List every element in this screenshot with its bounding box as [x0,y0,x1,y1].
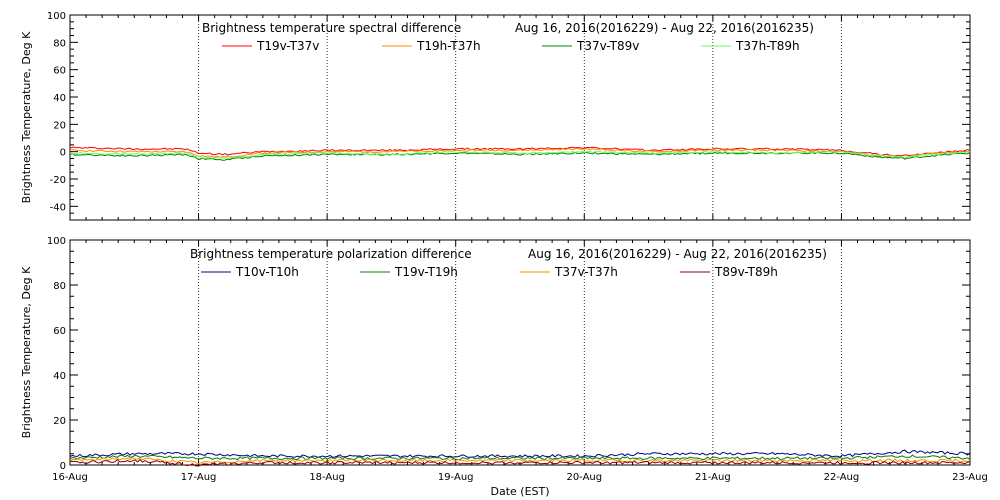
series-line [69,151,971,161]
y-tick-label: 40 [53,371,66,382]
x-tick-label: 20-Aug [566,472,602,483]
series-line [69,150,971,159]
x-tick-label: 17-Aug [181,472,217,483]
legend-label: T37h-T89h [735,39,800,53]
y-tick-label: 0 [60,148,66,159]
y-tick-label: 100 [47,11,66,22]
y-tick-label: 60 [53,66,66,77]
legend-label: T19h-T37h [416,39,481,53]
y-tick-label: -40 [50,202,66,213]
y-tick-label: 0 [60,461,66,472]
chart-title: Brightness temperature polarization diff… [190,247,472,261]
series-line [69,454,971,461]
y-tick-label: 60 [53,326,66,337]
chart-panel-2: 0 20 40 60 80 100 Brightness Temperature, Deg … [20,236,988,498]
x-axis-title: Date (EST) [490,485,549,498]
y-tick-label: 20 [53,120,66,131]
chart-panel-1: -40 -20 0 20 40 60 80 100 Brightness Temperature… [20,11,971,221]
x-tick-label: 21-Aug [695,472,731,483]
series-line [69,449,971,458]
legend-label: T37v-T37h [554,265,618,279]
y-tick-label: 100 [47,236,66,247]
series-line [69,456,971,465]
y-axis-title: Brightness Temperature, Deg K [20,31,33,203]
series-line [69,459,971,467]
plot-frame [69,239,971,466]
x-tick-label: 23-Aug [952,472,988,483]
series-line [69,146,971,157]
y-tick-label: 20 [53,416,66,427]
y-tick-label: 80 [53,38,66,49]
x-tick-label: 16-Aug [52,472,88,483]
chart-date-range: Aug 16, 2016(2016229) - Aug 22, 2016(201… [515,21,814,35]
legend-label: T10v-T10h [235,265,299,279]
legend-label: T19v-T37v [256,39,319,53]
y-tick-label: 40 [53,93,66,104]
x-tick-label: 18-Aug [309,472,345,483]
plot-frame [69,14,971,221]
legend-label: T19v-T19h [394,265,458,279]
x-tick-label: 22-Aug [824,472,860,483]
y-tick-label: 80 [53,281,66,292]
y-axis-title: Brightness Temperature, Deg K [20,266,33,438]
y-tick-label: -20 [50,175,66,186]
chart-title: Brightness temperature spectral differen… [202,21,461,35]
legend-label: T37v-T89v [576,39,639,53]
legend-label: T89v-T89h [714,265,778,279]
chart-date-range: Aug 16, 2016(2016229) - Aug 22, 2016(201… [528,247,827,261]
x-tick-label: 19-Aug [438,472,474,483]
